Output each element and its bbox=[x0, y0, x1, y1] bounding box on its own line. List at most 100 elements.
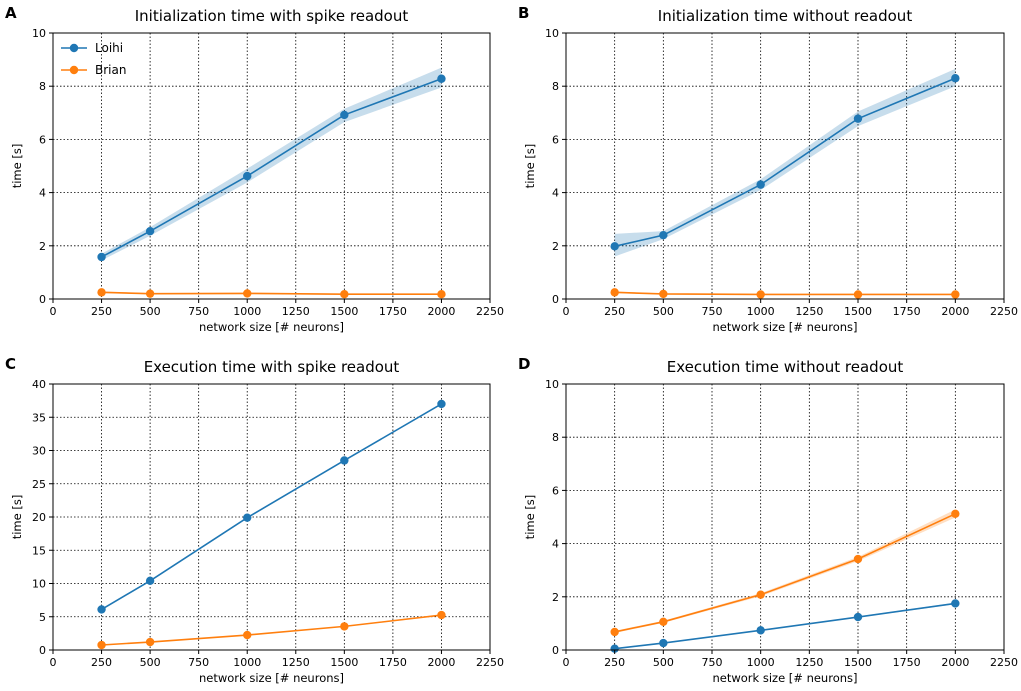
legend-marker bbox=[69, 43, 79, 53]
x-axis-label: network size [# neurons] bbox=[199, 671, 344, 685]
data-point bbox=[951, 74, 960, 83]
data-point bbox=[340, 622, 349, 631]
series-band bbox=[101, 67, 442, 261]
x-tick-label: 2000 bbox=[941, 656, 969, 669]
y-tick-label: 2 bbox=[552, 240, 559, 253]
data-point bbox=[243, 289, 252, 298]
data-point bbox=[243, 630, 252, 640]
x-tick-label: 1500 bbox=[844, 305, 872, 318]
axes-frame bbox=[52, 32, 491, 300]
x-tick-label: 2250 bbox=[476, 656, 504, 669]
x-tick-label: 0 bbox=[563, 656, 570, 669]
y-tick-label: 6 bbox=[552, 133, 559, 146]
y-tick-label: 0 bbox=[39, 293, 46, 306]
data-point bbox=[756, 290, 765, 299]
panel-letter: A bbox=[5, 4, 17, 22]
data-point bbox=[145, 637, 155, 647]
y-tick-label: 5 bbox=[39, 611, 46, 624]
x-tick-label: 1250 bbox=[282, 656, 310, 669]
data-point bbox=[659, 617, 668, 627]
y-axis-label: time [s] bbox=[10, 495, 24, 540]
y-tick-label: 10 bbox=[32, 578, 46, 591]
series-brian bbox=[97, 610, 446, 650]
data-point bbox=[145, 576, 155, 586]
legend: Loihi Brian bbox=[61, 41, 126, 77]
y-tick-label: 4 bbox=[552, 187, 559, 200]
x-tick-label: 1750 bbox=[379, 305, 407, 318]
x-tick-label: 1250 bbox=[795, 656, 823, 669]
data-point bbox=[610, 242, 619, 251]
x-tick-label: 500 bbox=[140, 656, 161, 669]
data-point bbox=[243, 513, 252, 522]
x-axis-label: network size [# neurons] bbox=[712, 671, 857, 685]
series-loihi bbox=[610, 68, 960, 257]
x-tick-label: 0 bbox=[563, 305, 570, 318]
x-tick-label: 1250 bbox=[795, 305, 823, 318]
x-tick-label: 750 bbox=[702, 305, 723, 318]
data-point bbox=[340, 290, 349, 299]
y-tick-label: 0 bbox=[552, 293, 559, 306]
data-point bbox=[437, 610, 446, 620]
x-tick-label: 750 bbox=[702, 656, 723, 669]
x-tick-label: 1750 bbox=[893, 305, 921, 318]
y-axis-label: time [s] bbox=[523, 144, 537, 189]
x-axis-label: network size [# neurons] bbox=[712, 320, 857, 334]
data-point bbox=[145, 226, 155, 236]
x-tick-label: 2250 bbox=[476, 305, 504, 318]
y-tick-label: 8 bbox=[552, 431, 559, 444]
data-point bbox=[97, 640, 106, 650]
x-tick-label: 1500 bbox=[330, 305, 358, 318]
y-tick-label: 35 bbox=[32, 411, 46, 424]
x-tick-label: 500 bbox=[140, 305, 161, 318]
y-tick-label: 10 bbox=[545, 378, 559, 391]
x-tick-label: 1500 bbox=[844, 656, 872, 669]
x-tick-label: 1750 bbox=[893, 656, 921, 669]
y-tick-label: 10 bbox=[32, 27, 46, 40]
x-tick-label: 750 bbox=[188, 656, 209, 669]
data-point bbox=[340, 110, 349, 120]
y-tick-label: 30 bbox=[32, 445, 46, 458]
x-tick-label: 500 bbox=[653, 305, 674, 318]
panel-d: D Execution time without readout 0 250 500 75… bbox=[518, 355, 1018, 685]
y-tick-label: 4 bbox=[552, 538, 559, 551]
series-line bbox=[614, 513, 956, 633]
axes-frame bbox=[565, 383, 1005, 651]
y-tick-label: 4 bbox=[39, 187, 46, 200]
x-tick-label: 1000 bbox=[747, 656, 775, 669]
chart-title: Initialization time with spike readout bbox=[135, 7, 409, 25]
chart-title: Initialization time without readout bbox=[658, 7, 913, 25]
x-tick-label: 1000 bbox=[747, 305, 775, 318]
x-tick-label: 1500 bbox=[330, 656, 358, 669]
panel-a: A Initialization time with spike readout 0… bbox=[5, 4, 504, 334]
x-tick-label: 1750 bbox=[379, 656, 407, 669]
y-tick-label: 0 bbox=[39, 644, 46, 657]
series-loihi bbox=[97, 399, 446, 614]
x-tick-label: 500 bbox=[653, 656, 674, 669]
x-axis-label: network size [# neurons] bbox=[199, 320, 344, 334]
x-tick-label: 0 bbox=[50, 656, 57, 669]
data-point bbox=[97, 288, 106, 297]
y-tick-label: 2 bbox=[552, 591, 559, 604]
x-tick-label: 2250 bbox=[990, 305, 1018, 318]
series-loihi bbox=[97, 67, 446, 262]
data-point bbox=[145, 289, 155, 298]
data-point bbox=[97, 252, 106, 262]
data-point bbox=[610, 627, 619, 637]
data-point bbox=[659, 638, 668, 648]
data-point bbox=[610, 288, 619, 297]
x-tick-label: 2000 bbox=[427, 656, 455, 669]
series-band bbox=[614, 68, 956, 257]
legend-label: Loihi bbox=[95, 41, 123, 55]
legend-marker bbox=[69, 65, 79, 75]
data-point bbox=[610, 644, 619, 653]
x-tick-label: 250 bbox=[91, 656, 112, 669]
x-tick-label: 250 bbox=[604, 656, 625, 669]
x-tick-label: 250 bbox=[604, 305, 625, 318]
y-tick-label: 15 bbox=[32, 544, 46, 557]
legend-label: Brian bbox=[95, 63, 126, 77]
series-loihi bbox=[610, 599, 960, 653]
x-tick-label: 1250 bbox=[282, 305, 310, 318]
data-point bbox=[659, 289, 668, 299]
